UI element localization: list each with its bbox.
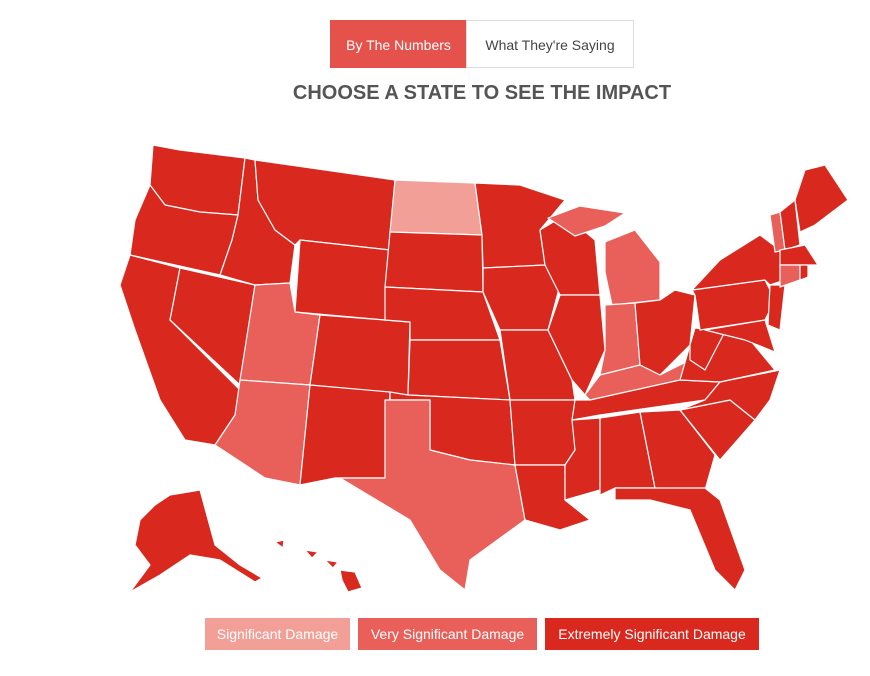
state[interactable]: [389, 179, 483, 236]
tab[interactable]: By The Numbers: [330, 20, 467, 68]
state[interactable]: [599, 302, 641, 376]
state[interactable]: [779, 244, 819, 266]
state[interactable]: [604, 229, 661, 306]
state[interactable]: [304, 549, 319, 559]
state[interactable]: [704, 319, 776, 353]
state[interactable]: [309, 314, 411, 396]
state[interactable]: [691, 234, 786, 291]
state[interactable]: [482, 264, 561, 331]
state[interactable]: [324, 559, 339, 569]
state[interactable]: [407, 339, 511, 401]
state[interactable]: [547, 205, 626, 237]
state[interactable]: [799, 264, 809, 281]
state[interactable]: [779, 264, 801, 288]
state[interactable]: [509, 399, 576, 466]
state[interactable]: [274, 539, 285, 549]
legend-item: Extremely Significant Damage: [545, 618, 759, 650]
state[interactable]: [339, 569, 363, 593]
state[interactable]: [767, 284, 786, 331]
legend-item: Very Significant Damage: [358, 618, 537, 650]
state[interactable]: [339, 399, 526, 591]
state[interactable]: [384, 231, 484, 293]
state[interactable]: [299, 384, 391, 486]
state[interactable]: [614, 487, 746, 591]
us-map: [119, 144, 849, 593]
state[interactable]: [129, 489, 263, 593]
title: CHOOSE A STATE TO SEE THE IMPACT: [292, 82, 672, 104]
legend-item: Significant Damage: [205, 618, 350, 650]
state[interactable]: [639, 409, 716, 491]
state[interactable]: [294, 239, 391, 321]
state[interactable]: [794, 164, 849, 233]
tab[interactable]: What They're Saying: [466, 20, 634, 68]
state[interactable]: [779, 199, 801, 251]
